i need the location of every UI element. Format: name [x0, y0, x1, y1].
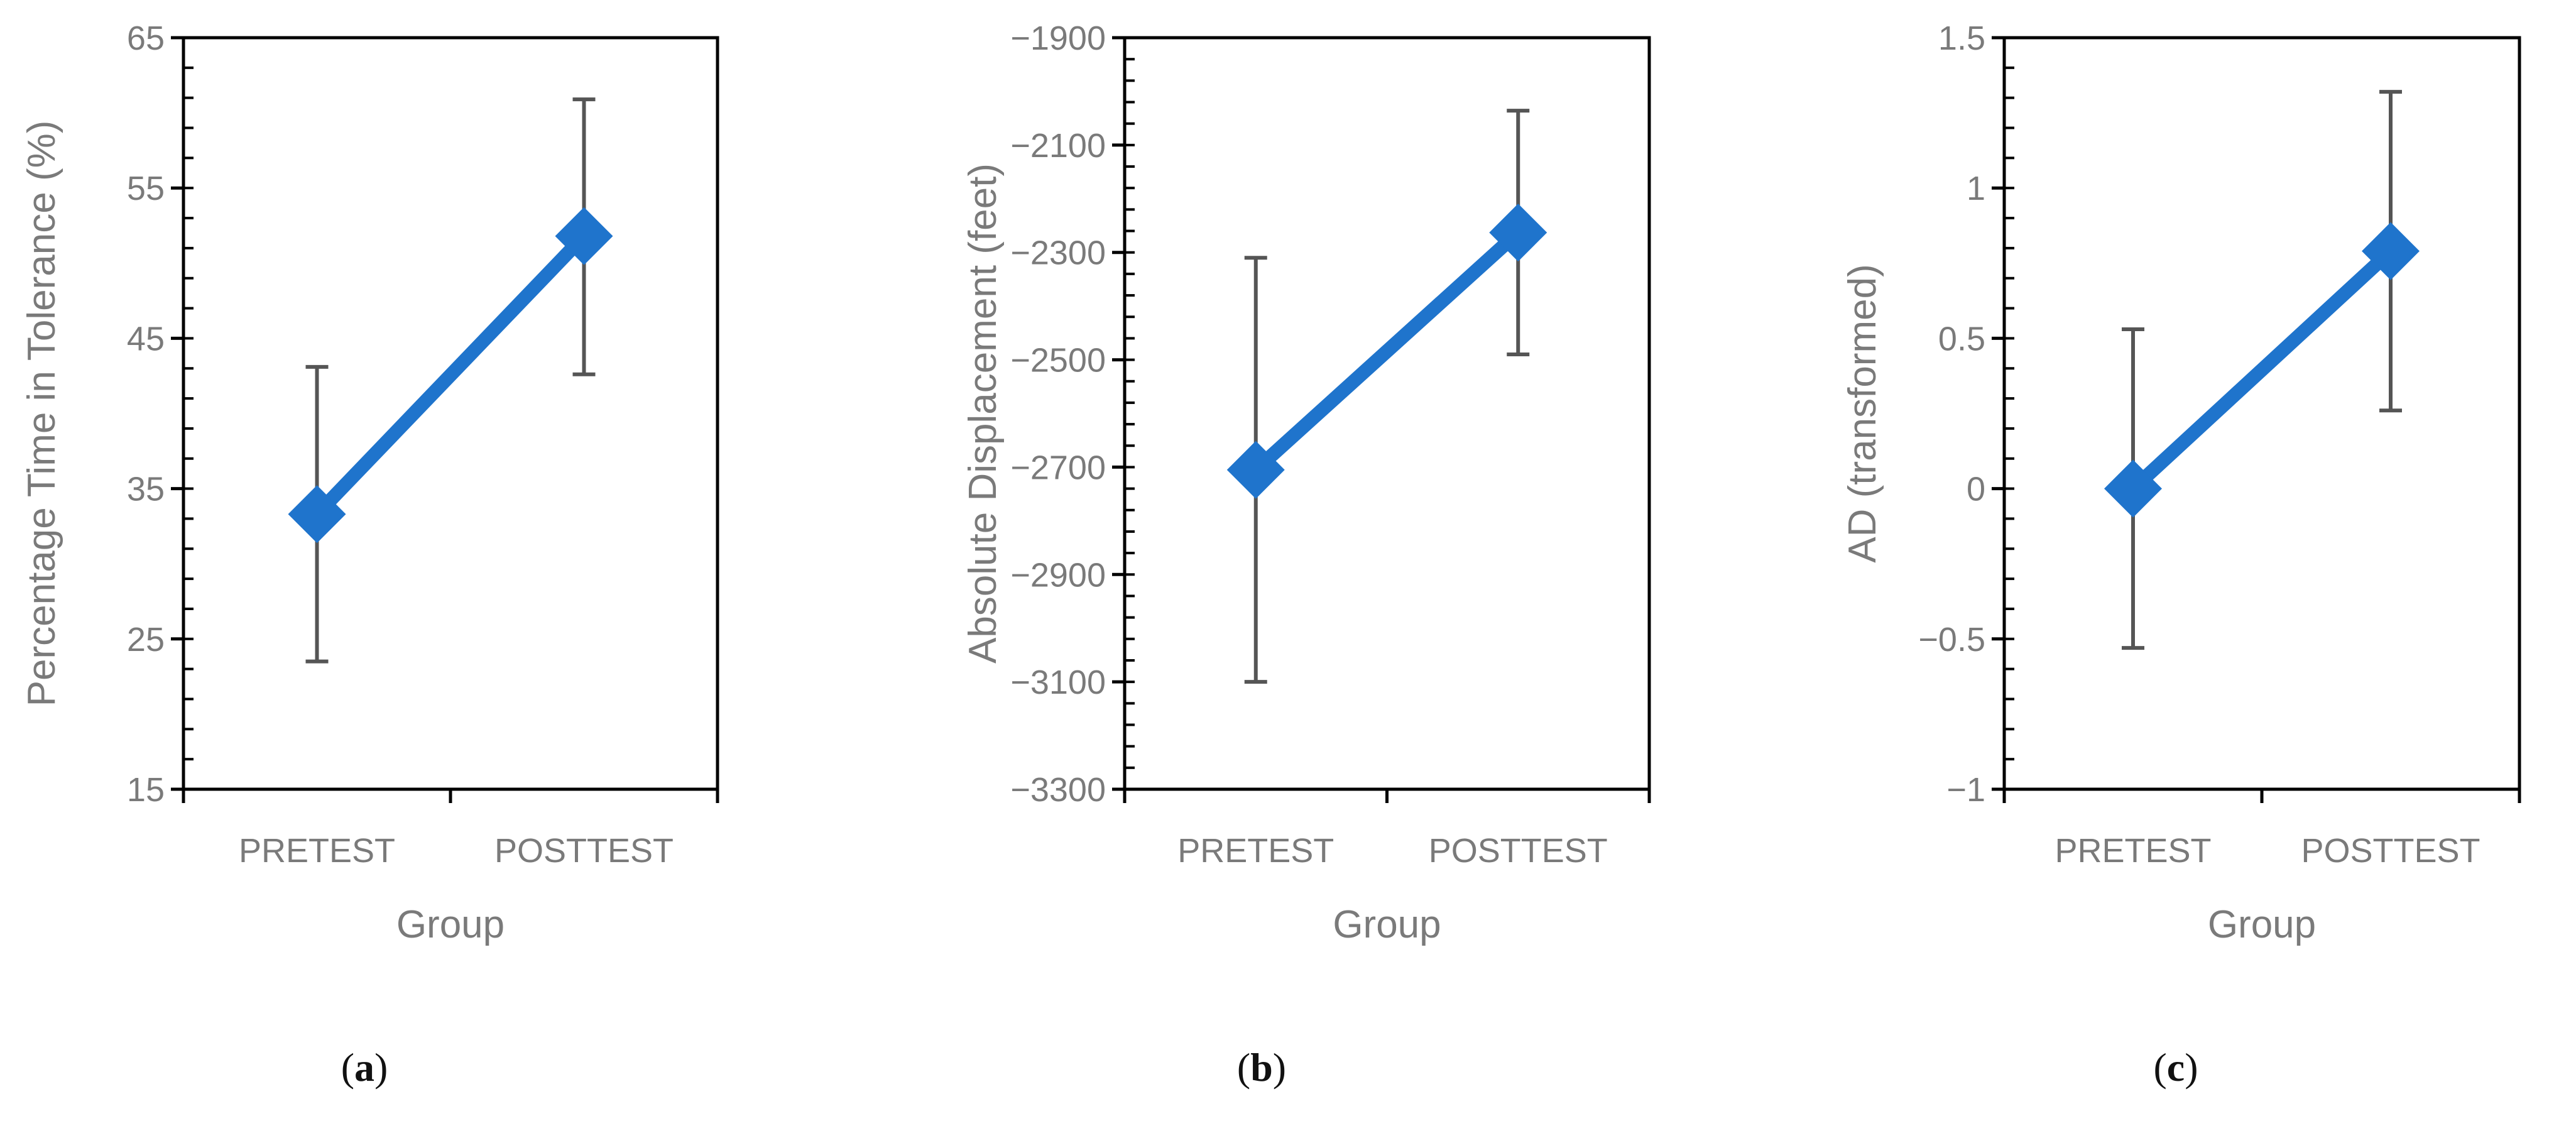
panel-b-x-ticks	[1123, 789, 1651, 803]
y-tick-label: 1	[1967, 170, 1985, 207]
y-tick-label: −2900	[1010, 556, 1106, 594]
panel-c-label: (c)	[2153, 1045, 2198, 1090]
panel-a-x-label-posttest: POSTTEST	[494, 832, 674, 870]
panel-a: 15 25 35 45 55 65 PRETEST POSTTEST Group Perc…	[20, 19, 719, 1090]
y-tick-label: 45	[127, 320, 165, 358]
y-tick-label: −3300	[1010, 771, 1106, 809]
panel-b-series-line	[1248, 226, 1525, 477]
y-tick-label: −2500	[1010, 342, 1106, 380]
panel-b-x-tick-labels: PRETEST POSTTEST	[1177, 832, 1608, 870]
panel-a-markers	[288, 207, 613, 544]
y-tick-label: −1	[1946, 771, 1985, 809]
panel-b-markers	[1226, 204, 1547, 499]
panel-c-letter: c	[2167, 1045, 2185, 1090]
panel-c-x-axis-title: Group	[2208, 903, 2316, 946]
panel-a-y-axis-title: Percentage Time in Tolerance (%)	[20, 121, 63, 707]
y-tick-label: −3100	[1010, 664, 1106, 701]
panel-b-label: (b)	[1237, 1045, 1286, 1090]
panel-b-letter: b	[1250, 1045, 1273, 1090]
y-tick-label: 35	[127, 471, 165, 508]
data-point-marker	[288, 485, 346, 544]
data-point-marker	[1489, 204, 1547, 262]
data-point-marker	[2362, 222, 2420, 280]
panel-c-markers	[2104, 222, 2420, 518]
panel-a-series-line	[310, 229, 591, 522]
panel-b-x-label-pretest: PRETEST	[1177, 832, 1334, 870]
y-tick-label: −0.5	[1918, 621, 1985, 659]
panel-b-error-bars	[1244, 109, 1530, 684]
panel-b-major-ticks	[1112, 36, 1125, 791]
panel-c-x-tick-labels: PRETEST POSTTEST	[2055, 832, 2480, 870]
panel-a-letter: a	[354, 1045, 374, 1090]
panel-a-y-tick-labels: 15 25 35 45 55 65	[127, 19, 165, 809]
panel-b: −3300 −3100 −2900 −2700 −2500 −2300 −2100 −1900…	[961, 19, 1651, 1090]
panel-a-major-ticks	[171, 36, 183, 791]
panel-c-series-line	[2126, 244, 2398, 496]
data-point-marker	[555, 207, 613, 265]
panel-b-y-tick-labels: −3300 −3100 −2900 −2700 −2500 −2300 −2100 −1900	[1010, 19, 1106, 809]
y-tick-label: 0.5	[1938, 320, 1985, 358]
y-tick-label: −2700	[1010, 449, 1106, 486]
panel-b-x-label-posttest: POSTTEST	[1429, 832, 1608, 870]
y-tick-label: −2100	[1010, 127, 1106, 165]
y-tick-label: 55	[127, 170, 165, 207]
y-tick-label: 25	[127, 621, 165, 659]
y-tick-label: 1.5	[1938, 19, 1985, 57]
panel-a-label: (a)	[341, 1045, 388, 1090]
panel-c-major-ticks	[1992, 36, 2004, 791]
panel-c-x-ticks	[2002, 789, 2521, 803]
panel-a-x-tick-labels: PRETEST POSTTEST	[239, 832, 674, 870]
data-point-marker	[1226, 440, 1285, 499]
y-tick-label: 65	[127, 19, 165, 57]
y-tick-label: −2300	[1010, 234, 1106, 272]
panel-a-x-axis-title: Group	[396, 903, 505, 946]
y-tick-label: 15	[127, 771, 165, 809]
panel-a-x-label-pretest: PRETEST	[239, 832, 395, 870]
panel-c-x-label-pretest: PRETEST	[2055, 832, 2211, 870]
panel-c-y-axis-title: AD (transformed)	[1841, 264, 1884, 562]
panel-a-x-ticks	[182, 789, 719, 803]
panel-c-x-label-posttest: POSTTEST	[2301, 832, 2480, 870]
panel-b-y-axis-title: Absolute Displacement (feet)	[961, 163, 1005, 664]
panel-c-y-tick-labels: −1 −0.5 0 0.5 1 1.5	[1918, 19, 1985, 809]
y-tick-label: 0	[1967, 471, 1985, 508]
panel-a-minor-ticks	[183, 36, 194, 790]
panel-b-x-axis-title: Group	[1333, 903, 1441, 946]
y-tick-label: −1900	[1010, 19, 1106, 57]
data-point-marker	[2104, 459, 2162, 518]
panel-c: −1 −0.5 0 0.5 1 1.5 PRETEST POSTTEST Group AD…	[1841, 19, 2521, 1090]
